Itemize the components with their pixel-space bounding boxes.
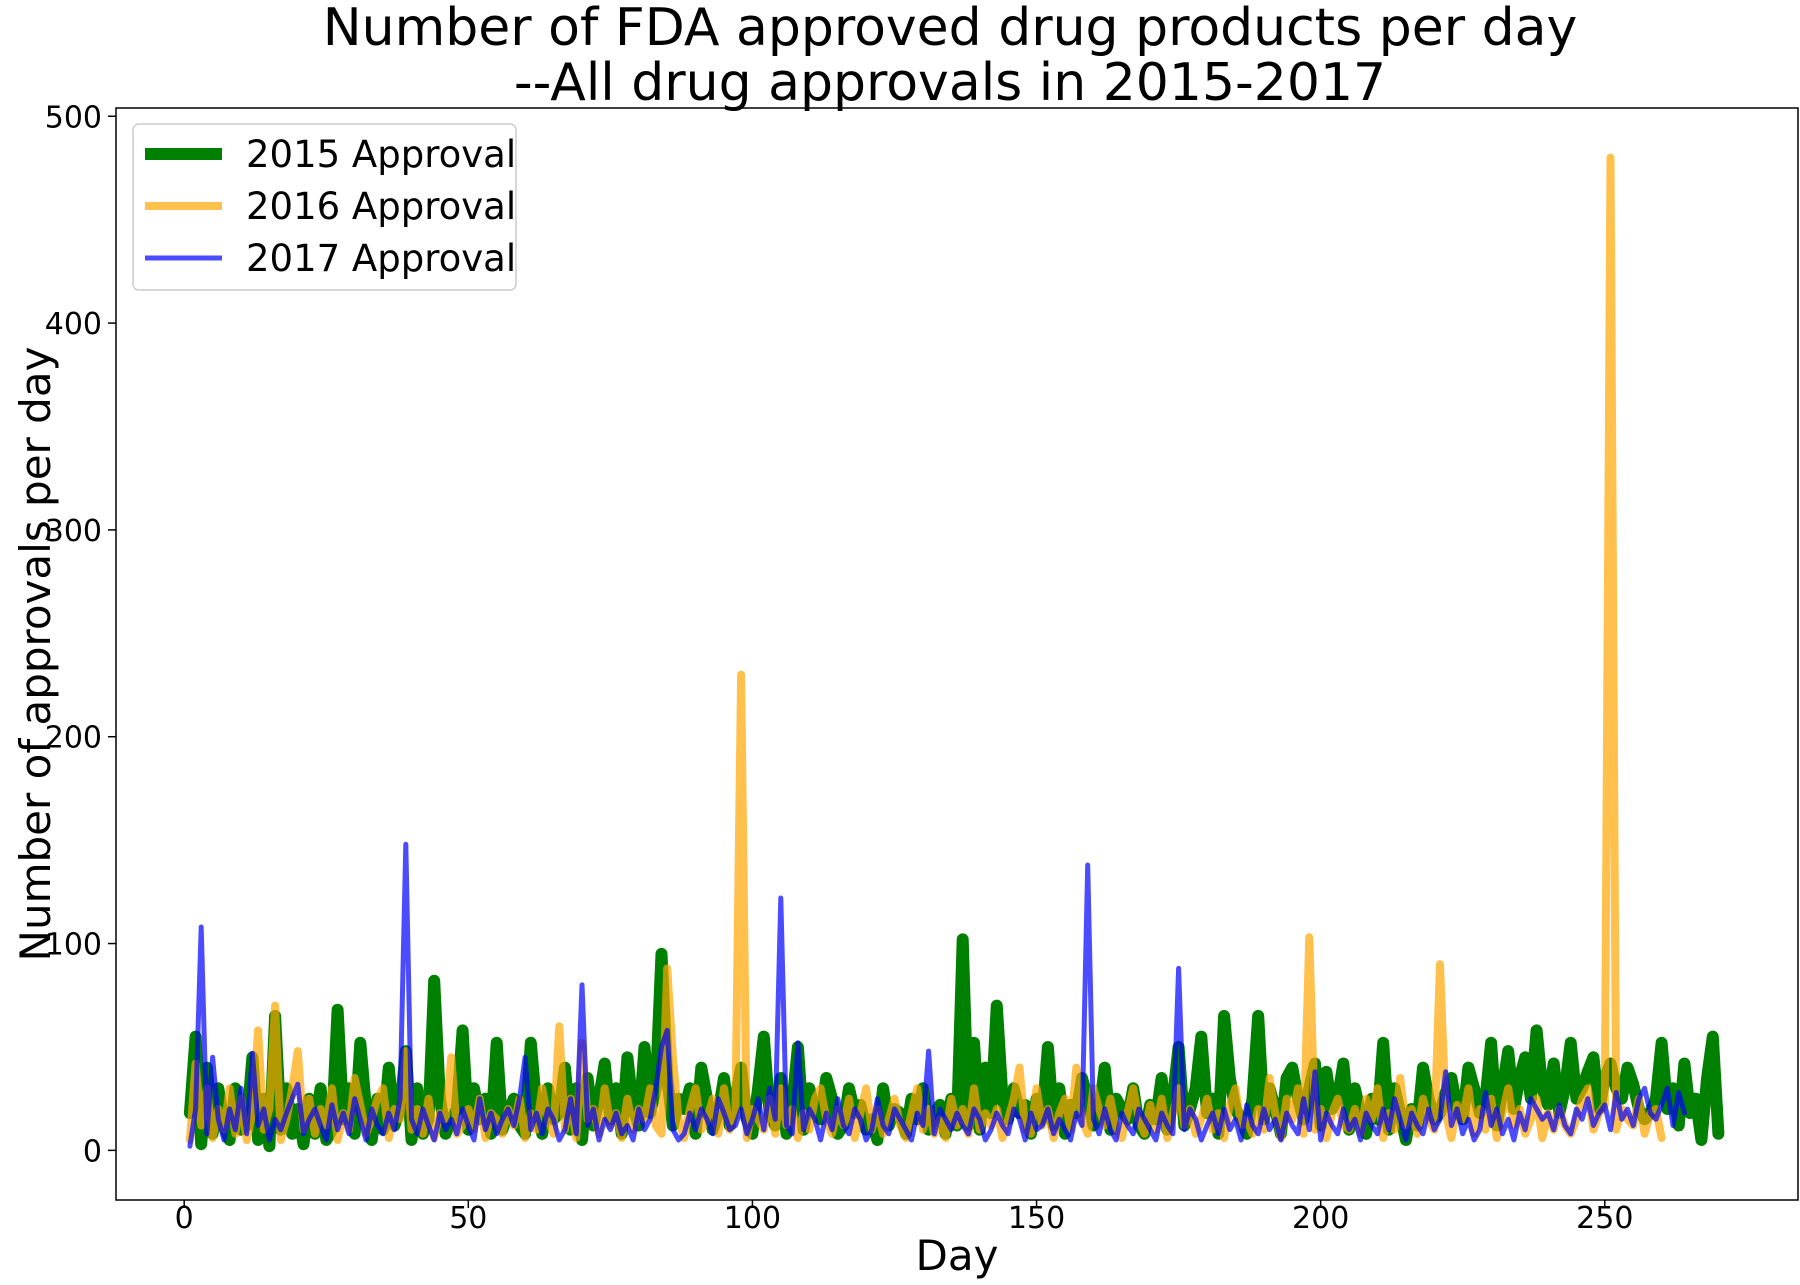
x-tick-label: 200 xyxy=(1292,1201,1349,1236)
y-tick-label: 100 xyxy=(45,928,102,963)
y-tick-label: 0 xyxy=(83,1134,102,1169)
legend: 2015 Approval 2016 Approval 2017 Approval xyxy=(132,123,517,291)
legend-label: 2015 Approval xyxy=(246,133,516,176)
legend-label: 2017 Approval xyxy=(246,237,516,280)
series-line-2 xyxy=(187,841,1687,1149)
x-tick-label: 100 xyxy=(724,1201,781,1236)
legend-box xyxy=(132,123,517,291)
series-layer xyxy=(183,153,1725,1153)
x-tick-label: 50 xyxy=(449,1201,487,1236)
x-tick-label: 0 xyxy=(175,1201,194,1236)
y-axis: 0 100 200 300 400 500 xyxy=(45,100,116,1169)
y-tick-label: 300 xyxy=(45,514,102,549)
plot-frame xyxy=(115,107,1799,1201)
y-tick-label: 500 xyxy=(45,100,102,135)
chart-subtitle: --All drug approvals in 2015-2017 xyxy=(514,53,1386,113)
x-axis-label: Day xyxy=(916,1231,999,1280)
x-axis: 0 50 100 150 200 250 xyxy=(175,1200,1633,1236)
chart-title: Number of FDA approved drug products per… xyxy=(323,0,1578,58)
y-tick-label: 400 xyxy=(45,307,102,342)
x-tick-label: 150 xyxy=(1008,1201,1065,1236)
y-tick-label: 200 xyxy=(45,721,102,756)
x-tick-label: 250 xyxy=(1576,1201,1633,1236)
y-axis-label: Number of approvals per day xyxy=(11,347,60,962)
legend-label: 2016 Approval xyxy=(246,185,516,228)
